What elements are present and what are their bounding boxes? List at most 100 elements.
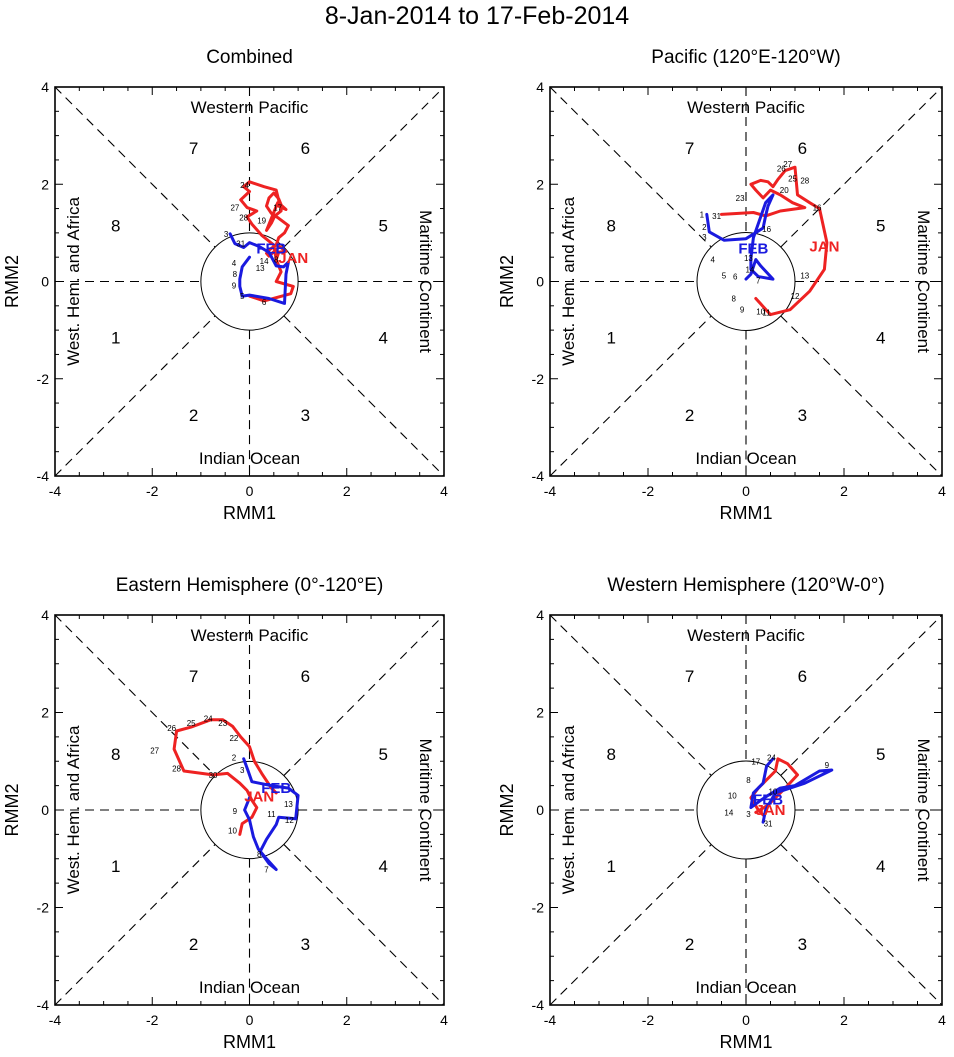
diagonal-guide xyxy=(549,86,712,248)
day-label: 3 xyxy=(240,766,245,775)
day-label: 7 xyxy=(756,277,761,286)
day-label: 8 xyxy=(257,850,262,859)
x-tick-label: 0 xyxy=(246,1012,254,1028)
region-label-bottom: Indian Ocean xyxy=(695,449,796,468)
y-tick-label: 4 xyxy=(41,607,49,623)
diagonal-guide xyxy=(54,315,216,477)
x-tick-label: -2 xyxy=(146,1012,159,1028)
day-label: 27 xyxy=(230,204,239,213)
phase-number-7: 7 xyxy=(685,139,694,158)
y-tick-label: -4 xyxy=(37,468,50,484)
diagonal-guide xyxy=(780,315,943,477)
y-tick-label: -4 xyxy=(532,468,545,484)
phase-number-5: 5 xyxy=(378,745,387,764)
x-tick-label: -2 xyxy=(642,1012,655,1028)
phase-number-2: 2 xyxy=(685,406,694,425)
region-label-top: Western Pacific xyxy=(191,98,309,117)
day-label: 17 xyxy=(751,757,760,766)
region-label-left: West. Hem. and Africa xyxy=(559,725,578,894)
day-label: 12 xyxy=(791,292,800,301)
y-tick-label: 0 xyxy=(41,802,49,818)
y-tick-label: -2 xyxy=(532,371,545,387)
phase-number-8: 8 xyxy=(111,217,120,236)
day-label: 23 xyxy=(736,194,745,203)
y-tick-label: 4 xyxy=(41,79,49,95)
panel-title: Eastern Hemisphere (0°-120°E) xyxy=(116,575,384,596)
day-label: 13 xyxy=(744,254,753,263)
y-tick-label: 2 xyxy=(41,705,49,721)
day-label: 26 xyxy=(167,724,176,733)
series-line-jan xyxy=(239,180,295,303)
phase-number-4: 4 xyxy=(378,328,387,347)
figure-title: 8-Jan-2014 to 17-Feb-2014 xyxy=(325,2,629,30)
day-label: 14 xyxy=(260,257,269,266)
day-label: 27 xyxy=(150,747,159,756)
day-label: 3 xyxy=(702,233,707,242)
y-tick-label: 4 xyxy=(536,79,544,95)
day-label: 10 xyxy=(768,787,777,796)
region-label-left: West. Hem. and Africa xyxy=(64,725,83,894)
day-label: 8 xyxy=(732,295,737,304)
day-label: 16 xyxy=(813,204,822,213)
day-label: 11 xyxy=(267,810,276,819)
series-line-jan xyxy=(720,165,829,317)
region-label-bottom: Indian Ocean xyxy=(199,449,300,468)
region-label-right: Maritime Continent xyxy=(416,739,435,882)
region-label-top: Western Pacific xyxy=(687,626,805,645)
phase-number-1: 1 xyxy=(607,857,616,876)
panel-title: Western Hemisphere (120°W-0°) xyxy=(607,575,884,596)
x-tick-label: 2 xyxy=(343,483,351,499)
day-label: 25 xyxy=(788,174,797,183)
y-axis-label: RMM2 xyxy=(2,784,22,837)
phase-number-3: 3 xyxy=(798,406,807,425)
day-label: 9 xyxy=(233,807,238,816)
x-tick-label: 0 xyxy=(246,483,254,499)
x-axis-label: RMM1 xyxy=(720,503,773,523)
region-label-left: West. Hem. and Africa xyxy=(64,197,83,366)
phase-number-1: 1 xyxy=(111,328,120,347)
day-label: 11 xyxy=(762,309,771,318)
phase-number-6: 6 xyxy=(301,139,310,158)
day-label: 5 xyxy=(722,272,727,281)
day-label: 28 xyxy=(172,765,181,774)
phase-number-2: 2 xyxy=(189,406,198,425)
phase-number-8: 8 xyxy=(111,745,120,764)
unit-circle xyxy=(200,760,299,860)
day-label: 9 xyxy=(740,306,745,315)
day-label: 10 xyxy=(756,308,765,317)
panel-title: Pacific (120°E-120°W) xyxy=(651,47,840,68)
day-label: 20 xyxy=(780,186,789,195)
y-tick-label: 2 xyxy=(536,705,544,721)
diagonal-guide xyxy=(549,844,712,1006)
day-label: 13 xyxy=(284,800,293,809)
day-label: 9 xyxy=(232,281,237,290)
x-tick-label: 4 xyxy=(938,1012,946,1028)
month-label-jan: JAN xyxy=(278,250,308,267)
day-label: 9 xyxy=(825,761,830,770)
series-line-jan xyxy=(172,718,278,836)
day-label: 5 xyxy=(240,292,245,301)
day-label: 2 xyxy=(702,223,707,232)
phase-number-8: 8 xyxy=(607,745,616,764)
day-label: 8 xyxy=(746,776,751,785)
x-axis-label: RMM1 xyxy=(223,503,276,523)
phase-number-8: 8 xyxy=(607,217,616,236)
day-label: 8 xyxy=(233,270,238,279)
x-tick-label: -4 xyxy=(544,1012,557,1028)
y-tick-label: -2 xyxy=(532,900,545,916)
unit-circle xyxy=(696,232,796,331)
month-label-jan: JAN xyxy=(755,802,785,819)
x-tick-label: 0 xyxy=(742,483,750,499)
diagonal-guide xyxy=(54,614,216,776)
diagonal-guide xyxy=(283,86,445,248)
month-label-jan: JAN xyxy=(809,238,839,255)
phase-number-6: 6 xyxy=(798,139,807,158)
y-tick-label: 0 xyxy=(536,274,544,290)
day-label: 16 xyxy=(762,225,771,234)
day-label: 23 xyxy=(218,719,227,728)
phase-number-1: 1 xyxy=(111,857,120,876)
day-label: 24 xyxy=(240,181,249,190)
region-label-top: Western Pacific xyxy=(687,98,805,117)
